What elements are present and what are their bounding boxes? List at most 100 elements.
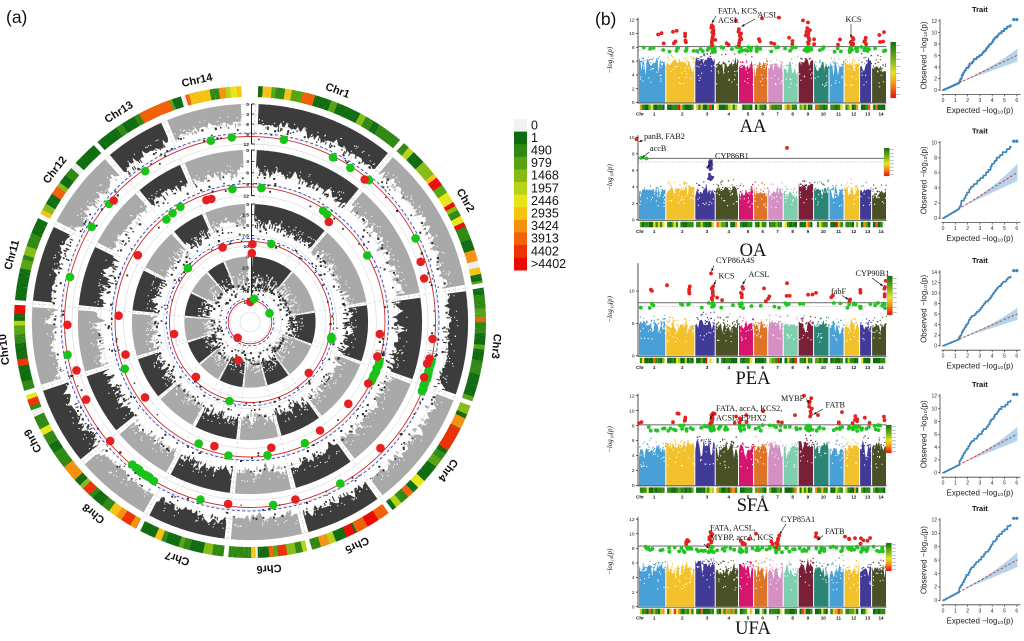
svg-text:0: 0 (531, 118, 538, 132)
svg-text:MYBP, accA, KCS: MYBP, accA, KCS (710, 533, 774, 542)
svg-text:10: 10 (821, 229, 827, 234)
svg-text:MYBP: MYBP (781, 394, 805, 403)
svg-text:6: 6 (934, 171, 937, 177)
svg-text:4: 4 (632, 185, 635, 191)
svg-text:10: 10 (931, 30, 937, 36)
svg-text:8: 8 (934, 545, 937, 551)
svg-text:3: 3 (979, 98, 982, 104)
svg-text:8: 8 (791, 229, 794, 234)
svg-text:3913: 3913 (531, 232, 559, 246)
svg-text:6: 6 (246, 122, 249, 128)
svg-text:8: 8 (791, 365, 794, 370)
svg-text:7.5: 7.5 (242, 233, 249, 239)
svg-text:SFA: SFA (737, 496, 770, 516)
svg-text:7: 7 (776, 616, 779, 621)
svg-text:CYP90B1: CYP90B1 (856, 269, 890, 278)
svg-text:4: 4 (632, 73, 635, 79)
svg-text:12: 12 (244, 193, 250, 199)
svg-text:Chr3: Chr3 (489, 333, 503, 359)
svg-text:Chr: Chr (636, 112, 644, 117)
svg-text:2: 2 (934, 458, 937, 464)
svg-text:Chr: Chr (636, 616, 644, 621)
svg-text:(b): (b) (595, 9, 616, 29)
svg-text:1957: 1957 (531, 181, 559, 195)
svg-text:14: 14 (878, 494, 884, 499)
svg-text:1: 1 (653, 494, 656, 499)
svg-text:8: 8 (632, 546, 635, 552)
svg-text:KCS: KCS (846, 15, 862, 24)
svg-text:PEA: PEA (736, 369, 772, 389)
svg-text:4: 4 (991, 226, 994, 232)
svg-text:5: 5 (246, 277, 249, 283)
svg-text:12: 12 (629, 17, 635, 23)
svg-text:6: 6 (632, 59, 635, 65)
svg-text:2446: 2446 (531, 194, 559, 208)
svg-text:4: 4 (934, 65, 937, 71)
svg-text:2: 2 (681, 229, 684, 234)
svg-text:12: 12 (851, 494, 857, 499)
svg-text:4: 4 (934, 323, 937, 329)
svg-text:8: 8 (791, 494, 794, 499)
svg-text:6: 6 (761, 229, 764, 234)
svg-text:6: 6 (1015, 608, 1018, 614)
svg-text:0: 0 (632, 483, 635, 489)
svg-text:Expected −log₁₀(p): Expected −log₁₀(p) (947, 616, 1014, 625)
svg-text:3: 3 (979, 481, 982, 487)
svg-text:Chr10: Chr10 (0, 333, 12, 365)
svg-text:Trait: Trait (972, 380, 988, 389)
svg-text:2: 2 (966, 226, 969, 232)
svg-text:490: 490 (531, 144, 552, 158)
svg-text:979: 979 (531, 156, 552, 170)
svg-text:12: 12 (931, 394, 937, 400)
svg-text:Observed −log₁₀(p): Observed −log₁₀(p) (920, 21, 929, 89)
svg-text:Chr6: Chr6 (256, 561, 282, 575)
svg-text:FATA, ACSL,: FATA, ACSL, (710, 524, 756, 533)
svg-text:10: 10 (629, 408, 635, 414)
svg-text:10: 10 (821, 616, 827, 621)
svg-text:0: 0 (942, 98, 945, 104)
svg-text:0: 0 (942, 354, 945, 360)
svg-text:8: 8 (791, 616, 794, 621)
svg-text:6: 6 (761, 616, 764, 621)
svg-text:8: 8 (934, 42, 937, 48)
svg-text:Trait: Trait (972, 5, 988, 14)
svg-text:5: 5 (747, 494, 750, 499)
svg-text:Chr: Chr (636, 494, 644, 499)
svg-text:9: 9 (807, 494, 810, 499)
svg-text:9: 9 (807, 229, 810, 234)
svg-text:6: 6 (761, 365, 764, 370)
svg-text:12: 12 (851, 112, 857, 117)
svg-text:accB: accB (650, 144, 667, 153)
svg-text:14: 14 (931, 270, 937, 276)
svg-text:Trait: Trait (972, 504, 988, 513)
svg-text:0: 0 (942, 608, 945, 614)
svg-text:0: 0 (246, 202, 249, 208)
svg-text:7: 7 (776, 365, 779, 370)
svg-text:UFA: UFA (735, 619, 771, 639)
svg-text:2: 2 (966, 98, 969, 104)
svg-text:14: 14 (878, 365, 884, 370)
svg-text:1: 1 (954, 608, 957, 614)
svg-text:Trait: Trait (972, 127, 988, 136)
svg-text:4402: 4402 (531, 244, 559, 258)
svg-text:9: 9 (807, 365, 810, 370)
svg-text:0: 0 (632, 218, 635, 224)
svg-text:3: 3 (979, 608, 982, 614)
svg-text:9: 9 (246, 182, 249, 188)
svg-text:3: 3 (979, 354, 982, 360)
svg-text:6: 6 (1015, 481, 1018, 487)
svg-text:Observed −log₁₀(p): Observed −log₁₀(p) (920, 275, 929, 343)
svg-text:AA: AA (740, 117, 767, 137)
svg-text:4: 4 (934, 571, 937, 577)
svg-text:1: 1 (653, 112, 656, 117)
svg-text:1468: 1468 (531, 169, 559, 183)
svg-text:5: 5 (246, 223, 249, 229)
svg-text:11: 11 (836, 365, 841, 370)
svg-text:2: 2 (681, 112, 684, 117)
svg-text:−log₁₀(p): −log₁₀(p) (606, 163, 614, 190)
svg-text:12: 12 (851, 229, 857, 234)
svg-text:12: 12 (851, 365, 857, 370)
svg-text:1: 1 (954, 226, 957, 232)
svg-text:5: 5 (747, 365, 750, 370)
svg-text:3: 3 (706, 229, 709, 234)
